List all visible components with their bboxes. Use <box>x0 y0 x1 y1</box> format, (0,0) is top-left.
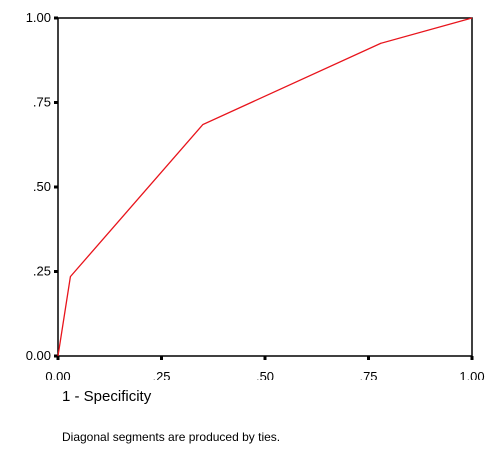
y-tick-label: .75 <box>33 95 51 110</box>
y-tick-mark <box>54 354 58 358</box>
footnote: Diagonal segments are produced by ties. <box>62 430 281 444</box>
x-axis: 0.00 .25 .50 .75 1.00 <box>45 356 485 380</box>
plot-frame <box>57 17 473 357</box>
y-tick-label: .25 <box>33 264 51 279</box>
x-tick-mark <box>367 356 370 360</box>
y-tick-mark <box>54 185 58 189</box>
x-tick-mark <box>160 356 163 360</box>
roc-curve-line <box>57 17 473 357</box>
x-tick-mark <box>263 356 267 360</box>
x-tick-label: .75 <box>359 369 377 380</box>
x-axis-title: 1 - Specificity <box>62 388 152 405</box>
x-tick-mark <box>56 356 60 360</box>
x-tick-label: 0.00 <box>45 369 70 380</box>
x-tick-label: 1.00 <box>459 369 484 380</box>
y-tick-label: 0.00 <box>26 348 51 363</box>
y-tick-mark <box>54 101 58 104</box>
y-tick-mark <box>54 270 58 273</box>
x-tick-label: .50 <box>256 369 274 380</box>
y-axis: 0.00 .25 .50 .75 1.00 <box>26 10 58 363</box>
y-tick-mark <box>54 16 58 20</box>
y-tick-label: .50 <box>33 179 51 194</box>
series-layer <box>57 17 473 357</box>
y-tick-label: 1.00 <box>26 10 51 25</box>
x-tick-label: .25 <box>152 369 170 380</box>
roc-chart: 0.00 .25 .50 .75 1.00 0.00 .25 .50 .75 1.00 <box>26 10 485 380</box>
x-tick-mark <box>470 356 474 360</box>
